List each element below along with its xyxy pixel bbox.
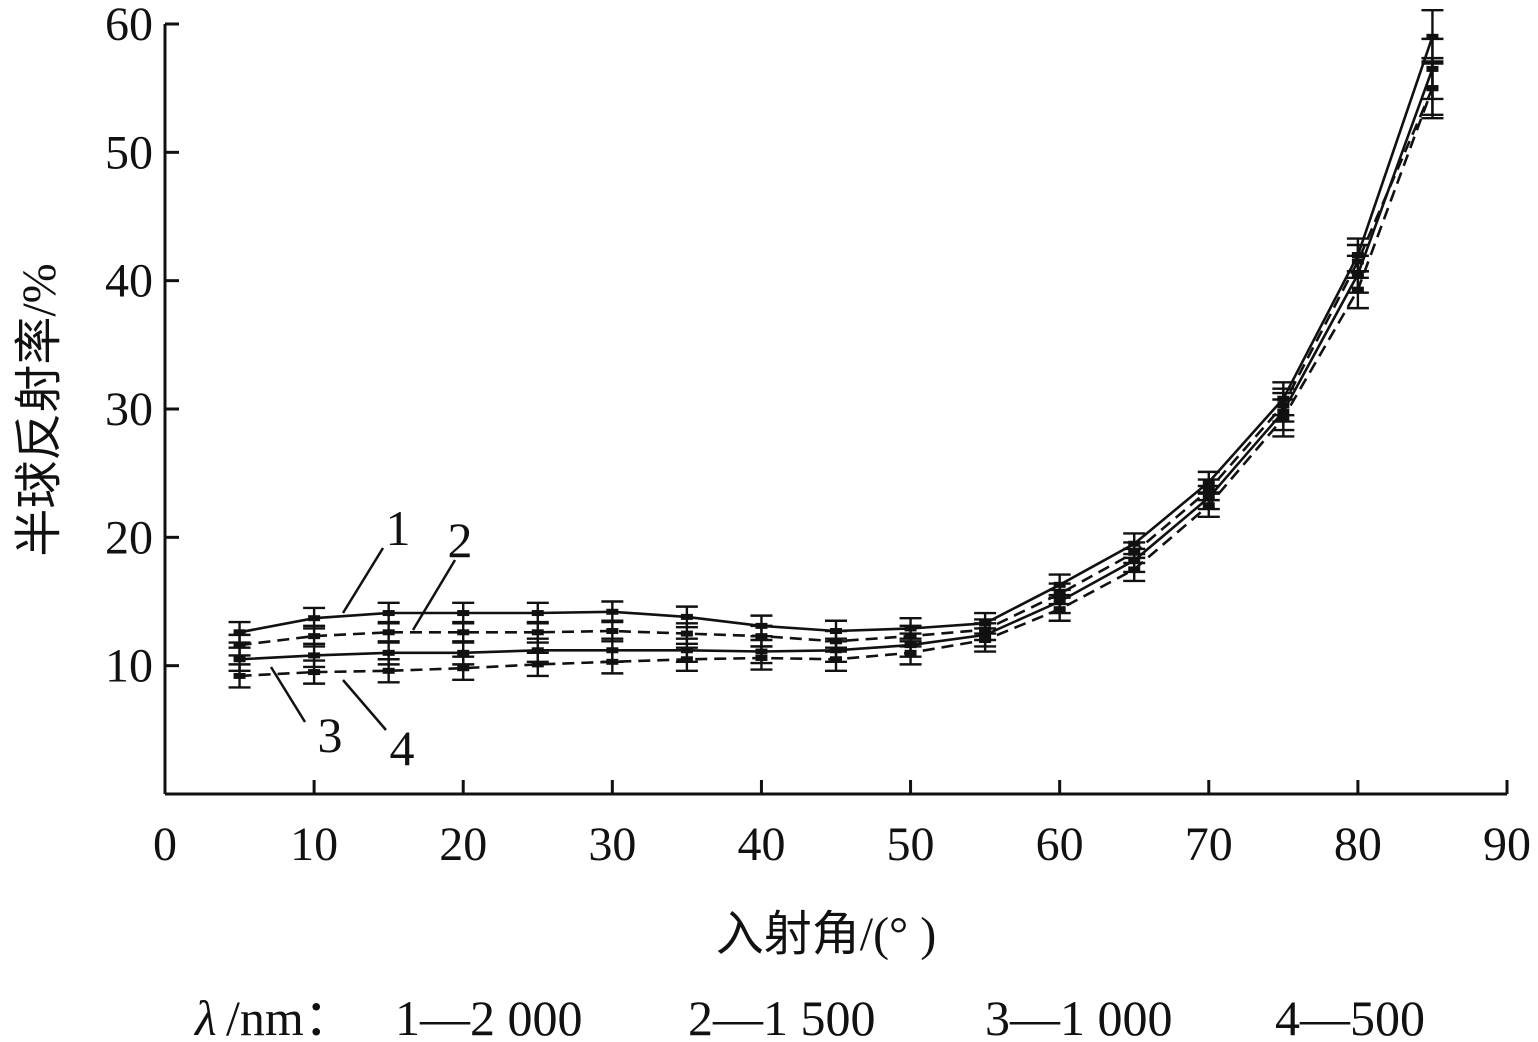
- x-tick-label: 0: [153, 818, 177, 871]
- series-4: [228, 56, 1444, 689]
- data-point: [233, 672, 246, 679]
- data-point: [680, 656, 693, 663]
- data-point: [382, 649, 395, 656]
- data-point: [1351, 286, 1364, 293]
- data-point: [382, 667, 395, 674]
- x-tick-label: 70: [1185, 818, 1233, 871]
- y-axis-title: 半球反射率/%: [13, 263, 66, 556]
- data-point: [457, 629, 470, 636]
- data-point: [531, 629, 544, 636]
- y-tick-label: 10: [105, 640, 153, 693]
- data-point: [606, 628, 619, 635]
- data-point: [830, 656, 842, 663]
- series-layer: [228, 8, 1444, 689]
- data-point: [308, 652, 321, 659]
- data-point: [755, 633, 768, 640]
- data-point: [308, 669, 321, 676]
- series-line-4: [239, 87, 1434, 678]
- curve-callouts: [269, 547, 457, 731]
- x-tick-label: 80: [1334, 818, 1382, 871]
- series-1: [228, 8, 1444, 644]
- data-point: [233, 629, 246, 636]
- y-axis-ticks: 10 20 30 40 50 60: [105, 0, 179, 693]
- data-point: [233, 656, 246, 663]
- curve-label-1: 1: [386, 500, 411, 556]
- data-point: [755, 654, 768, 661]
- data-point: [1277, 414, 1290, 421]
- legend-lambda-symbol: λ: [193, 990, 217, 1042]
- legend-entry-3: 3—1 000: [985, 990, 1173, 1042]
- data-point: [680, 630, 693, 637]
- data-point: [606, 608, 619, 615]
- y-tick-label: 50: [105, 126, 153, 179]
- data-point: [1128, 566, 1141, 573]
- series-3: [228, 37, 1444, 672]
- curve-label-3: 3: [318, 707, 343, 763]
- legend: λ /nm： 1—2 000 2—1 500 3—1 000 4—500: [193, 990, 1425, 1042]
- data-point: [531, 647, 544, 654]
- data-point: [308, 615, 321, 622]
- legend-entry-4: 4—500: [1275, 990, 1425, 1042]
- data-point: [979, 637, 992, 643]
- series-2: [228, 60, 1444, 657]
- data-point: [531, 661, 544, 668]
- series-line-2: [239, 87, 1434, 647]
- x-axis-title: 入射角/(° ): [716, 908, 937, 961]
- legend-entry-2: 2—1 500: [688, 990, 876, 1042]
- y-tick-label: 20: [105, 511, 153, 564]
- data-point: [233, 642, 246, 649]
- data-point: [1053, 606, 1066, 613]
- data-point: [1202, 502, 1215, 509]
- data-point: [606, 658, 619, 665]
- y-tick-label: 30: [105, 383, 153, 436]
- data-point: [457, 665, 470, 672]
- callout-line-4: [342, 679, 387, 731]
- callout-line-1: [341, 547, 385, 614]
- y-tick-label: 60: [105, 0, 153, 51]
- x-tick-label: 90: [1483, 818, 1531, 871]
- data-point: [382, 610, 395, 617]
- x-tick-label: 50: [887, 818, 935, 871]
- x-tick-label: 30: [588, 818, 636, 871]
- data-point: [680, 613, 693, 620]
- curve-label-4: 4: [390, 720, 415, 776]
- legend-unit: /nm：: [226, 990, 354, 1042]
- data-point: [457, 649, 470, 656]
- data-point: [382, 629, 395, 636]
- data-point: [308, 633, 321, 640]
- x-tick-label: 40: [737, 818, 785, 871]
- series-line-3: [239, 68, 1434, 661]
- curve-label-2: 2: [448, 512, 473, 568]
- y-tick-label: 40: [105, 255, 153, 308]
- x-tick-label: 10: [290, 818, 338, 871]
- x-axis-ticks: 0 10 20 30 40 50 60 70 80 90: [153, 780, 1531, 871]
- callout-line-2: [411, 559, 457, 631]
- callout-line-3: [269, 666, 307, 723]
- x-tick-label: 20: [439, 818, 487, 871]
- data-point: [457, 610, 470, 617]
- x-tick-label: 60: [1036, 818, 1084, 871]
- data-point: [1426, 33, 1439, 40]
- data-point: [904, 649, 917, 656]
- series-line-1: [239, 36, 1434, 634]
- data-point: [531, 610, 544, 617]
- data-point: [1426, 85, 1439, 92]
- legend-entry-1: 1—2 000: [395, 990, 583, 1042]
